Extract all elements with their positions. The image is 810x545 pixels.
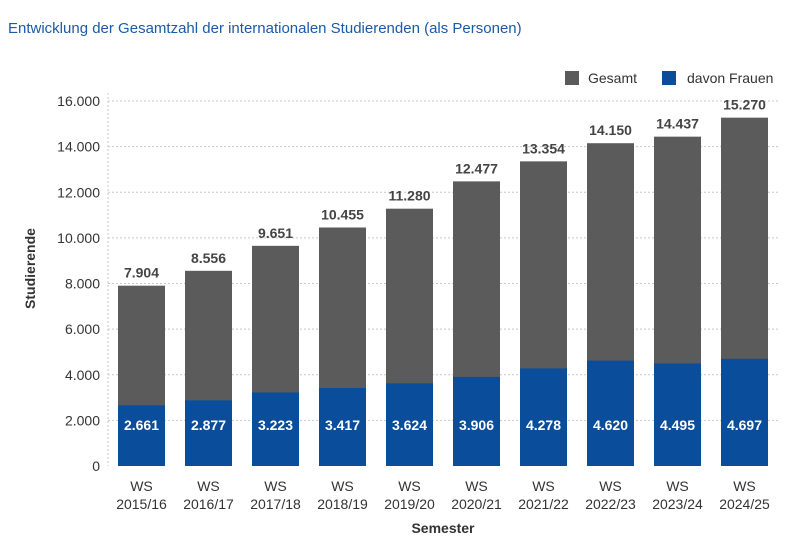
y-tick-label: 4.000 [65,367,100,383]
x-tick-label: 2019/20 [384,496,435,512]
bar-davon-frauen [319,388,366,466]
data-label-davon-frauen: 3.906 [459,417,494,433]
data-labels: 7.904 2.661 8.556 2.877 9.651 3.223 10.455 3.41… [124,97,766,433]
bar-davon-frauen [721,358,768,466]
data-label-gesamt: 10.455 [321,206,364,222]
x-tick-label: 2018/19 [317,496,368,512]
data-label-gesamt: 11.280 [388,188,430,204]
data-label-gesamt: 8.556 [191,250,226,266]
x-axis-title: Semester [411,520,475,536]
y-tick-label: 10.000 [57,230,100,246]
data-label-gesamt: 14.437 [656,116,699,132]
x-tick-label: WS [465,478,488,494]
data-label-gesamt: 9.651 [258,225,293,241]
legend-swatch-davon-frauen [662,71,676,85]
data-label-davon-frauen: 3.223 [258,417,293,433]
x-tick-label: 2015/16 [116,496,167,512]
axes: 0 2.000 4.000 6.000 8.000 10.000 12.000 14.000 1… [22,93,770,536]
bar-davon-frauen [386,383,433,466]
x-tick-label: 2021/22 [518,496,569,512]
x-tick-label: WS [130,478,153,494]
x-tick-label: WS [331,478,354,494]
y-tick-label: 12.000 [57,184,100,200]
bar-davon-frauen [520,368,567,466]
x-tick-label: WS [666,478,689,494]
bar-davon-frauen [587,360,634,466]
chart-title: Entwicklung der Gesamtzahl der internati… [8,20,522,37]
x-tick-label: 2020/21 [451,496,502,512]
data-label-gesamt: 7.904 [124,265,159,281]
data-label-gesamt: 15.270 [723,97,766,113]
x-tick-label: WS [197,478,220,494]
x-tick-label: 2022/23 [585,496,636,512]
y-axis-title: Studierende [22,228,38,309]
y-tick-label: 6.000 [65,321,100,337]
bar-davon-frauen [118,405,165,466]
data-label-davon-frauen: 4.620 [593,417,628,433]
bars [118,117,768,467]
y-tick-label: 14.000 [57,139,100,155]
legend-swatch-gesamt [565,71,579,85]
x-tick-label: WS [398,478,421,494]
x-tick-label: 2024/25 [719,496,770,512]
y-tick-label: 2.000 [65,412,100,428]
data-label-gesamt: 14.150 [589,122,632,138]
y-tick-label: 16.000 [57,93,100,109]
x-tick-label: WS [733,478,756,494]
bar-davon-frauen [252,392,299,466]
data-label-davon-frauen: 2.661 [124,417,159,433]
data-label-davon-frauen: 4.278 [526,417,561,433]
bar-davon-frauen [453,376,500,466]
legend: Gesamt davon Frauen [565,70,773,86]
y-tick-label: 0 [92,458,100,474]
data-label-davon-frauen: 3.417 [325,417,360,433]
data-label-davon-frauen: 2.877 [191,417,226,433]
data-label-davon-frauen: 4.697 [727,417,762,433]
legend-label-davon-frauen: davon Frauen [687,70,773,86]
x-tick-label: 2023/24 [652,496,703,512]
x-tick-label: 2016/17 [183,496,234,512]
data-label-davon-frauen: 4.495 [660,417,695,433]
x-tick-label: WS [264,478,287,494]
x-tick-label: WS [532,478,555,494]
bar-davon-frauen [185,400,232,466]
y-tick-label: 8.000 [65,276,100,292]
x-tick-label: WS [599,478,622,494]
bar-davon-frauen [654,363,701,466]
data-label-davon-frauen: 3.624 [392,417,427,433]
data-label-gesamt: 13.354 [522,140,565,156]
x-tick-label: 2017/18 [250,496,301,512]
legend-label-gesamt: Gesamt [588,70,637,86]
data-label-gesamt: 12.477 [455,160,498,176]
